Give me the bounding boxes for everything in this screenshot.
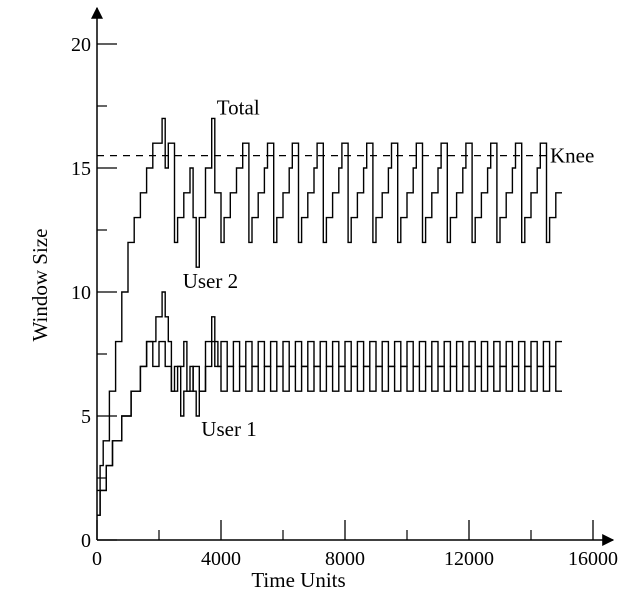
series-label-user-1: User 1 bbox=[201, 417, 256, 441]
y-axis-label: Window Size bbox=[28, 229, 52, 342]
series-line-user-1 bbox=[97, 340, 562, 516]
y-tick-label-10: 10 bbox=[71, 282, 91, 304]
x-axis-label: Time Units bbox=[251, 568, 345, 592]
series-label-user-2: User 2 bbox=[183, 269, 238, 293]
knee-label: Knee bbox=[550, 144, 594, 168]
series-line-total bbox=[97, 117, 562, 492]
y-tick-label-15: 15 bbox=[71, 158, 91, 180]
x-tick-label-12000: 12000 bbox=[444, 548, 494, 570]
y-tick-label-20: 20 bbox=[71, 34, 91, 56]
series-line-user-2 bbox=[97, 291, 562, 516]
series-group bbox=[97, 117, 562, 516]
x-tick-label-16000: 16000 bbox=[568, 548, 618, 570]
series-labels: Total User 2 User 1 bbox=[183, 95, 260, 441]
y-tick-label-0: 0 bbox=[81, 530, 91, 552]
x-tick-label-8000: 8000 bbox=[325, 548, 365, 570]
x-tick-label-0: 0 bbox=[92, 548, 102, 570]
series-label-total: Total bbox=[217, 95, 260, 119]
x-tick-label-4000: 4000 bbox=[201, 548, 241, 570]
knee-reference: Knee bbox=[97, 144, 594, 168]
axes bbox=[91, 6, 615, 546]
ticks: 0 4000 8000 12000 16000 0 5 10 15 20 bbox=[71, 34, 618, 570]
y-tick-label-5: 5 bbox=[81, 406, 91, 428]
